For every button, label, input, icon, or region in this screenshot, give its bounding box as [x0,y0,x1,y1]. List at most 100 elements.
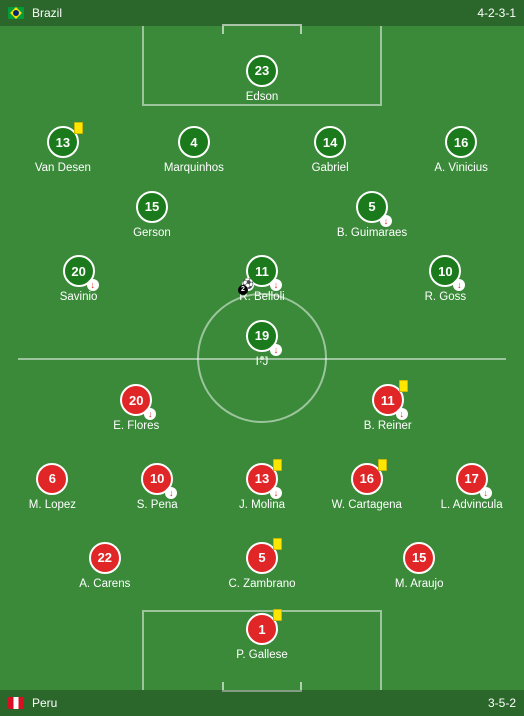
player-circle: 10 [141,463,173,495]
substitution-icon [270,279,282,291]
player-name: P. Gallese [236,649,288,661]
substitution-icon [396,408,408,420]
player-name: Van Desen [35,162,91,174]
player-number: 20 [71,264,85,279]
player-circle: 17 [456,463,488,495]
player-name: E. Flores [113,420,159,432]
player-number: 14 [323,135,337,150]
player-name: C. Zambrano [228,578,295,590]
player-number: 5 [368,199,375,214]
player-circle: 15 [136,191,168,223]
substitution-icon [380,215,392,227]
flag-brazil-icon [8,7,24,19]
player-number: 4 [190,135,197,150]
player-home-16[interactable]: 16 A. Vinicius [416,126,506,174]
player-away-1[interactable]: 1 P. Gallese [217,613,307,661]
player-number: 17 [464,471,478,486]
substitution-icon [453,279,465,291]
player-name: A. Carens [79,578,130,590]
player-circle: 15 [403,542,435,574]
player-home-19[interactable]: 19 I·J [217,320,307,368]
player-name: M. Lopez [29,499,76,511]
home-team-name: Brazil [32,6,62,20]
player-home-14[interactable]: 14 Gabriel [285,126,375,174]
substitution-icon [165,487,177,499]
player-number: 13 [56,135,70,150]
substitution-icon [270,344,282,356]
player-circle: 11 [372,384,404,416]
yellow-card-icon [273,609,282,621]
header-home-left: Brazil [8,6,62,20]
player-away-11[interactable]: 11 B. Reiner [343,384,433,432]
player-circle: 1 [246,613,278,645]
player-circle: 19 [246,320,278,352]
player-away-5[interactable]: 5 C. Zambrano [217,542,307,590]
player-away-20[interactable]: 20 E. Flores [91,384,181,432]
substitution-icon [270,487,282,499]
player-name: S. Pena [137,499,178,511]
player-name: Gabriel [312,162,349,174]
player-circle: 22 [89,542,121,574]
player-number: 16 [360,471,374,486]
player-circle: 6 [36,463,68,495]
player-name: Savinio [60,291,98,303]
player-home-23[interactable]: 23 Edson [217,55,307,103]
player-away-16[interactable]: 16W. Cartagena [322,463,412,511]
yellow-card-icon [74,122,83,134]
player-name: A. Vinicius [434,162,487,174]
yellow-card-icon [399,380,408,392]
player-away-10[interactable]: 10 S. Pena [112,463,202,511]
player-circle: 16 [445,126,477,158]
player-number: 5 [258,550,265,565]
player-number: 15 [145,199,159,214]
player-circle: 14 [314,126,346,158]
player-circle: 13 [47,126,79,158]
player-number: 1 [258,622,265,637]
player-away-17[interactable]: 17L. Advincula [427,463,517,511]
player-name: B. Reiner [364,420,412,432]
player-home-10[interactable]: 10 R. Goss [400,255,490,303]
player-home-4[interactable]: 4 Marquinhos [149,126,239,174]
player-circle: 5 [246,542,278,574]
player-number: 19 [255,328,269,343]
player-away-6[interactable]: 6 M. Lopez [7,463,97,511]
player-home-15[interactable]: 15 Gerson [107,191,197,239]
player-number: 10 [150,471,164,486]
player-home-20[interactable]: 20 Savinio [34,255,124,303]
player-away-15[interactable]: 15M. Araujo [374,542,464,590]
player-home-5[interactable]: 5 B. Guimaraes [327,191,417,239]
player-name: B. Guimaraes [337,227,407,239]
player-name: R. Goss [425,291,467,303]
player-circle: 20 [63,255,95,287]
player-number: 10 [438,264,452,279]
header-away: Peru 3-5-2 [0,690,524,716]
player-circle: 5 [356,191,388,223]
player-number: 15 [412,550,426,565]
player-home-11[interactable]: 112R. Belloli [217,255,307,303]
flag-peru-icon [8,697,24,709]
player-circle: 10 [429,255,461,287]
player-away-22[interactable]: 22 A. Carens [60,542,150,590]
player-name: I·J [256,356,269,368]
player-number: 6 [49,471,56,486]
player-name: Edson [246,91,279,103]
player-number: 11 [381,393,395,408]
player-number: 16 [454,135,468,150]
player-name: Gerson [133,227,171,239]
pitch-container: Brazil 4-2-3-1 23 Edson 13 Van Desen 4 Marqui… [0,0,524,716]
substitution-icon [480,487,492,499]
player-circle: 20 [120,384,152,416]
substitution-icon [144,408,156,420]
player-home-13[interactable]: 13 Van Desen [18,126,108,174]
player-number: 23 [255,63,269,78]
player-away-13[interactable]: 13J. Molina [217,463,307,511]
player-number: 11 [255,264,269,279]
home-formation: 4-2-3-1 [477,6,516,20]
header-away-left: Peru [8,696,57,710]
header-home: Brazil 4-2-3-1 [0,0,524,26]
away-formation: 3-5-2 [488,696,516,710]
player-name: Marquinhos [164,162,224,174]
player-circle: 23 [246,55,278,87]
goal-count: 2 [238,285,248,295]
substitution-icon [87,279,99,291]
